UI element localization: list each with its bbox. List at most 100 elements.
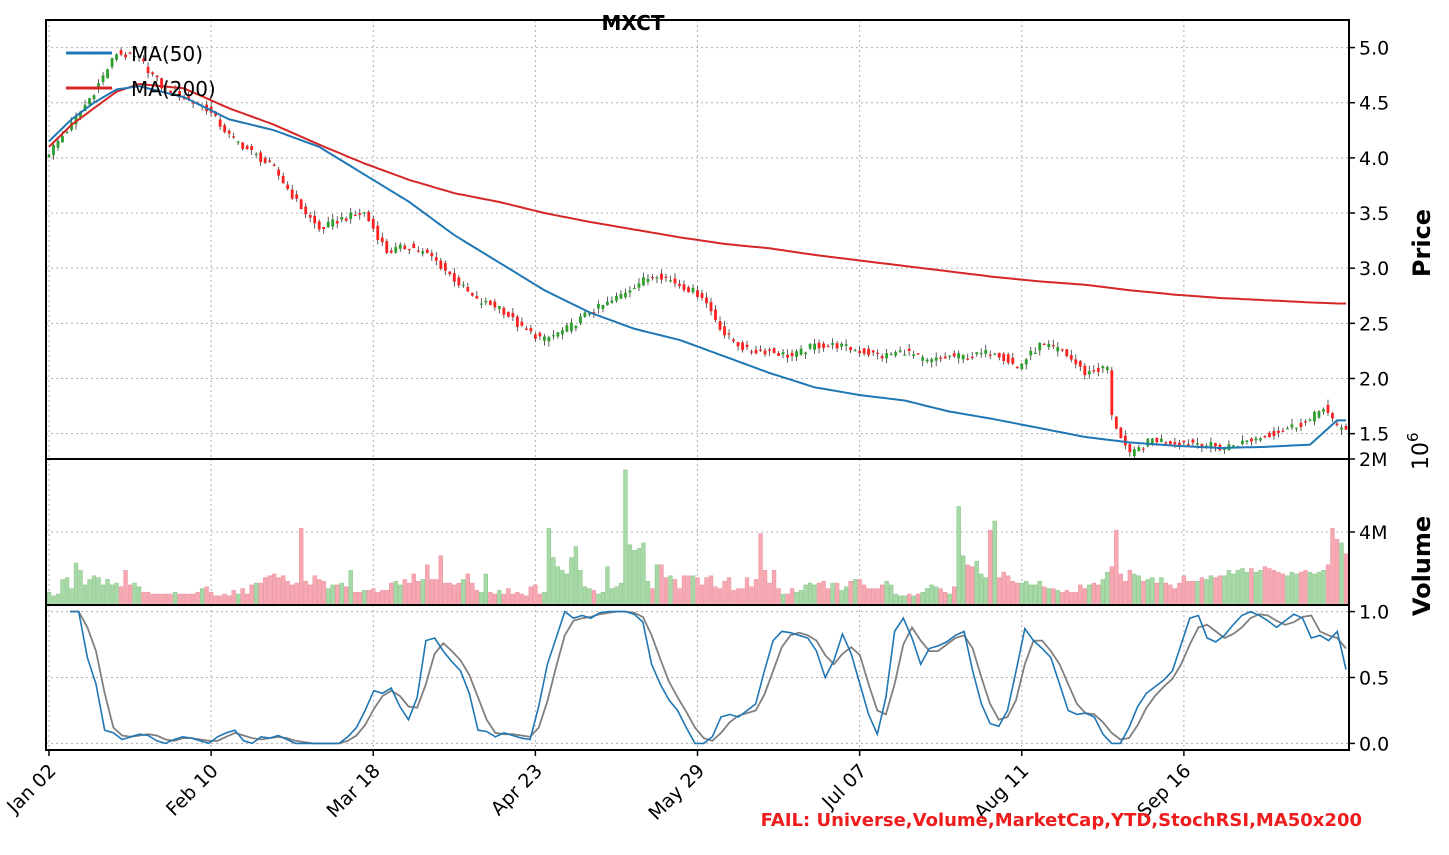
- volume-bar: [623, 469, 628, 606]
- candle-up: [669, 280, 672, 282]
- candle-up: [691, 287, 695, 293]
- volume-bar: [348, 570, 353, 606]
- volume-bar: [1123, 581, 1128, 606]
- candle-down: [952, 353, 956, 357]
- volume-bar: [632, 550, 637, 606]
- candle-up: [646, 278, 650, 282]
- candle-down: [1168, 441, 1172, 445]
- candle-down: [124, 54, 127, 58]
- candle-down: [308, 214, 312, 218]
- candle-up: [547, 337, 551, 342]
- candle-down: [475, 296, 479, 299]
- candle-up: [556, 332, 560, 337]
- volume-bar: [510, 593, 516, 606]
- candle-up: [1317, 411, 1321, 418]
- volume-tick-label: 4M: [1359, 522, 1387, 544]
- candle-up: [885, 353, 889, 359]
- candle-down: [227, 130, 231, 134]
- candle-up: [633, 287, 636, 290]
- volume-bar: [906, 593, 912, 606]
- candle-down: [750, 351, 753, 353]
- candle-down: [538, 332, 542, 337]
- volume-tick-label: 2M: [1359, 449, 1387, 471]
- volume-bar: [497, 590, 502, 606]
- candle-up: [795, 351, 798, 357]
- candle-up: [1132, 449, 1136, 457]
- candle-down: [281, 175, 285, 184]
- candle-down: [849, 347, 853, 351]
- x-tick-label: May 29: [644, 760, 709, 825]
- volume-bar: [1249, 568, 1254, 606]
- volume-bar: [1330, 528, 1335, 606]
- candle-up: [579, 316, 582, 324]
- candle-down: [290, 189, 294, 199]
- candle-down: [678, 283, 681, 286]
- candle-down: [344, 218, 348, 221]
- candle-down: [146, 66, 150, 74]
- volume-bar: [1267, 568, 1272, 606]
- candle-down: [696, 290, 699, 297]
- candle-down: [988, 354, 992, 356]
- candle-up: [1029, 350, 1033, 356]
- volume-bar: [479, 591, 484, 606]
- candle-down: [1006, 354, 1010, 363]
- volume-bar: [1001, 571, 1006, 606]
- candle-down: [493, 301, 497, 308]
- volume-bar: [330, 584, 335, 606]
- price-tick-label: 5.0: [1359, 38, 1389, 60]
- candle-down: [241, 142, 245, 149]
- volume-bar: [717, 588, 723, 606]
- volume-bar: [272, 573, 277, 606]
- stoch-k-line: [70, 610, 1347, 745]
- volume-bar: [578, 570, 583, 606]
- volume-bar: [943, 591, 948, 606]
- volume-bar: [897, 595, 903, 606]
- volume-bar: [551, 557, 556, 606]
- volume-bar: [87, 579, 92, 606]
- candle-up: [781, 352, 785, 355]
- candle-down: [768, 349, 771, 351]
- volume-bar: [1136, 575, 1142, 606]
- volume-bar: [524, 595, 529, 606]
- volume-bar: [1316, 571, 1322, 606]
- volume-bar: [163, 593, 169, 606]
- volume-bar: [190, 593, 196, 606]
- volume-bar: [794, 591, 799, 606]
- candle-down: [754, 349, 758, 354]
- candle-down: [709, 302, 713, 312]
- candle-down: [1092, 370, 1096, 372]
- volume-bar: [1303, 570, 1308, 606]
- candle-up: [624, 292, 627, 298]
- price-tick-label: 2.0: [1359, 368, 1389, 390]
- volume-bar: [803, 584, 808, 606]
- candle-down: [741, 342, 744, 351]
- candle-up: [394, 246, 398, 253]
- candle-down: [313, 215, 317, 224]
- volume-bar: [1181, 575, 1187, 606]
- candle-up: [560, 330, 564, 335]
- candle-down: [1060, 349, 1064, 351]
- volume-bar: [100, 584, 106, 606]
- volume-bar: [560, 570, 565, 606]
- candle-up: [542, 336, 546, 341]
- volume-bar: [1244, 571, 1250, 606]
- volume-bar: [1253, 571, 1259, 606]
- volume-bar: [1204, 579, 1209, 606]
- volume-bar: [519, 593, 525, 606]
- volume-bar: [528, 586, 534, 606]
- volume-bar: [402, 579, 407, 606]
- candle-down: [673, 278, 677, 284]
- volume-bar: [542, 591, 547, 606]
- volume-bar: [231, 590, 236, 606]
- candle-down: [1083, 365, 1087, 376]
- candle-up: [331, 219, 335, 227]
- volume-bar: [114, 582, 119, 606]
- candle-down: [1304, 421, 1307, 423]
- volume-bar: [916, 593, 921, 606]
- volume-bar: [875, 588, 880, 606]
- stoch-tick-label: 0.5: [1359, 668, 1389, 690]
- candle-down: [705, 297, 708, 304]
- candle-up: [1322, 409, 1325, 412]
- volume-bar: [425, 564, 430, 606]
- volume-bar: [447, 582, 452, 606]
